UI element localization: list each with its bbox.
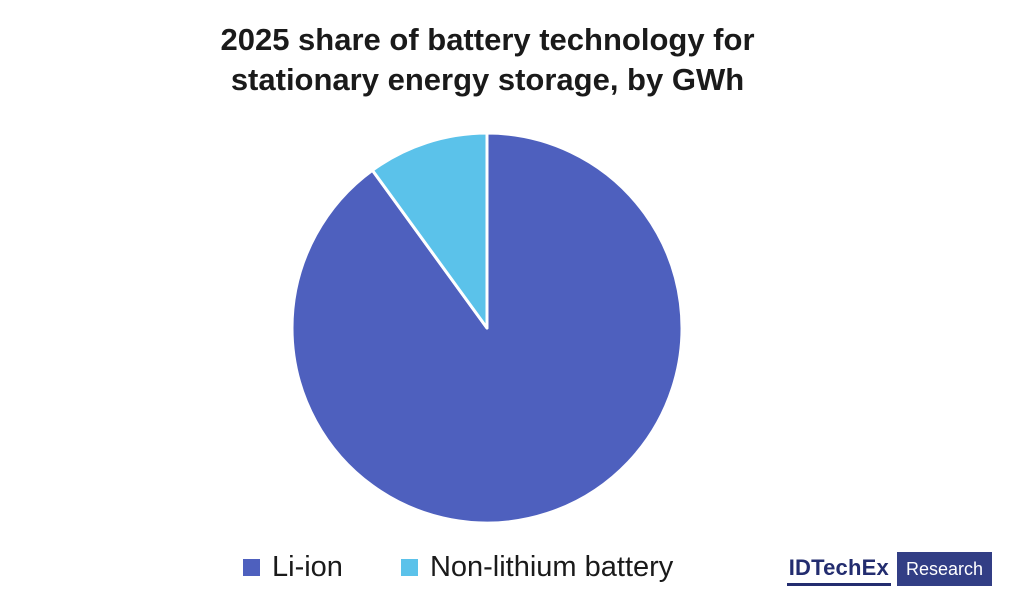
legend-swatch-li-ion (243, 559, 260, 576)
chart-title: 2025 share of battery technology for stat… (0, 20, 975, 99)
legend-item-non-lithium-battery: Non-lithium battery (400, 551, 674, 584)
idtechex-logo-research-badge: Research (896, 552, 992, 586)
legend-label-non-lithium-battery: Non-lithium battery (429, 551, 674, 583)
idtechex-logo: IDTechEx Research (786, 552, 992, 586)
chart-title-line-1: 2025 share of battery technology for (220, 22, 755, 57)
chart-title-line-2: stationary energy storage, by GWh (230, 61, 745, 97)
pie-slice-non-lithium-battery (370, 131, 489, 330)
pie-chart (290, 131, 684, 525)
legend-label-li-ion: Li-ion (272, 551, 343, 583)
legend-swatch-non-lithium-battery (400, 559, 418, 576)
idtechex-logo-brand: IDTechEx (786, 552, 891, 586)
legend-item-li-ion: Li-ion (243, 551, 343, 584)
legend: Li-ion Non-lithium battery (243, 551, 673, 584)
